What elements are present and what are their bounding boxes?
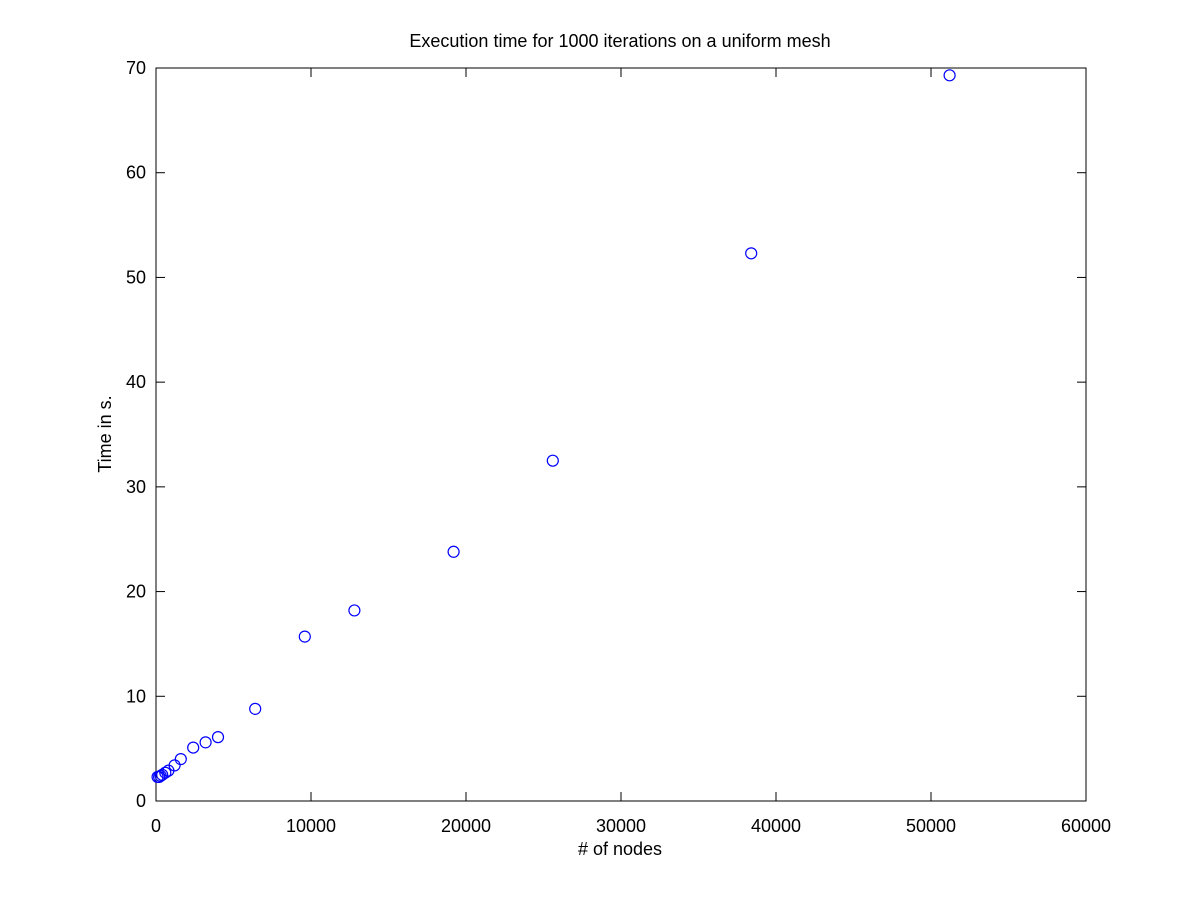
data-point [159,766,172,779]
data-points [151,69,956,784]
data-point [199,736,212,749]
data-point [745,247,758,260]
x-tick-label: 30000 [596,816,646,836]
data-point [174,753,187,766]
y-tick-label: 40 [126,372,146,392]
data-point [298,630,311,643]
y-tick-label: 70 [126,58,146,78]
data-point [447,545,460,558]
y-tick-label: 0 [136,791,146,811]
data-point [187,741,200,754]
data-point [153,770,166,784]
y-axis-label: Time in s. [95,395,115,472]
data-point [249,702,262,715]
data-point [156,768,169,781]
x-tick-label: 20000 [441,816,491,836]
x-tick-label: 50000 [906,816,956,836]
x-tick-label: 0 [151,816,161,836]
y-tick-label: 20 [126,582,146,602]
data-point [348,604,361,617]
x-tick-labels: 0 10000 20000 30000 40000 50000 60000 [151,816,1111,836]
data-point [546,454,559,467]
data-point [211,731,225,744]
x-tick-label: 60000 [1061,816,1111,836]
y-tick-label: 50 [126,267,146,287]
plot-frame [155,67,1087,802]
y-tick-labels: 0 10 20 30 40 50 60 70 [126,58,146,811]
data-point [943,69,956,82]
data-point [168,759,181,772]
x-tick-label: 10000 [286,816,336,836]
x-tick-label: 40000 [751,816,801,836]
chart-title: Execution time for 1000 iterations on a … [409,31,830,51]
axis-ticks [155,67,1087,802]
y-tick-label: 60 [126,163,146,183]
y-tick-label: 10 [126,686,146,706]
y-tick-label: 30 [126,477,146,497]
x-axis-label: # of nodes [578,839,662,859]
